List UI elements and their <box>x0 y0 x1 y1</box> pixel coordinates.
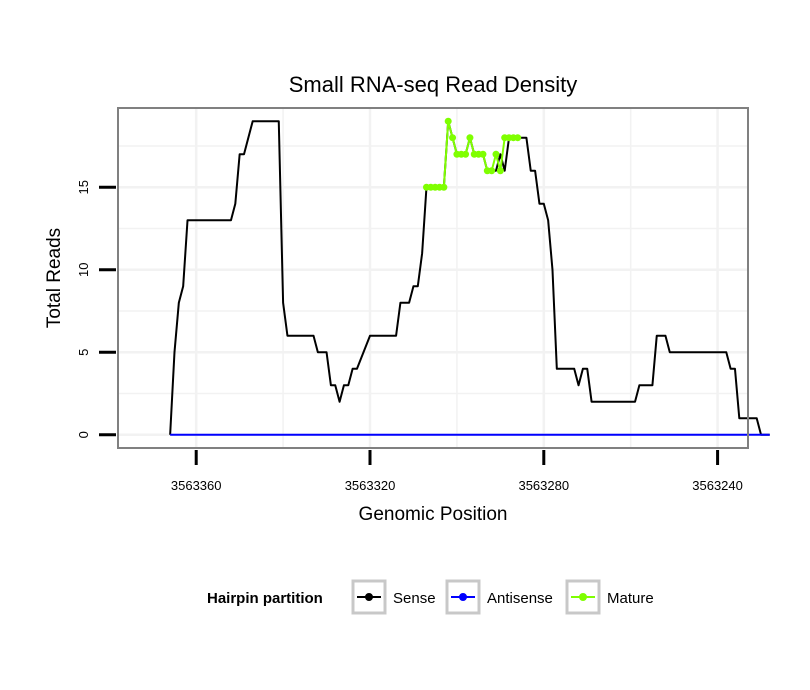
data-point-mature <box>440 183 448 191</box>
x-tick-label: 3563360 <box>171 478 222 493</box>
legend-item-antisense: Antisense <box>445 579 553 615</box>
data-point-mature <box>479 150 487 158</box>
x-axis-title: Genomic Position <box>359 504 508 525</box>
y-axis-title: Total Reads <box>44 228 65 328</box>
data-point-mature <box>462 150 470 158</box>
y-tick-label: 10 <box>76 263 91 277</box>
y-tick-label: 5 <box>76 349 91 356</box>
legend-title: Hairpin partition <box>207 590 323 607</box>
x-tick-label: 3563320 <box>345 478 396 493</box>
y-tick-label: 0 <box>76 431 91 438</box>
legend-label-sense: Sense <box>393 590 436 607</box>
series-layer <box>169 117 770 436</box>
legend-item-mature: Mature <box>565 579 654 615</box>
y-axis: 0 5 10 15 <box>76 180 116 438</box>
y-tick-label: 15 <box>76 180 91 194</box>
legend-label-antisense: Antisense <box>487 590 553 607</box>
data-point-mature <box>514 134 522 142</box>
data-point-mature <box>488 167 496 175</box>
plot-panel-border <box>117 107 749 449</box>
chart-title: Small RNA-seq Read Density <box>289 72 578 97</box>
plot-panel <box>118 108 748 448</box>
legend-key-antisense-point <box>459 593 467 601</box>
data-point-mature <box>496 167 504 175</box>
x-tick-label: 3563280 <box>518 478 569 493</box>
data-point-mature <box>492 150 500 158</box>
data-point-mature <box>444 117 452 125</box>
data-point-mature <box>449 134 457 142</box>
data-point-mature <box>466 134 474 142</box>
x-axis: 3563360 3563320 3563280 3563240 <box>171 450 743 493</box>
legend-label-mature: Mature <box>607 590 654 607</box>
legend: Hairpin partition Sense Antisense Mature <box>207 579 654 615</box>
legend-item-sense: Sense <box>351 579 436 615</box>
legend-key-sense-point <box>365 593 373 601</box>
legend-key-mature-point <box>579 593 587 601</box>
x-tick-label: 3563240 <box>692 478 743 493</box>
